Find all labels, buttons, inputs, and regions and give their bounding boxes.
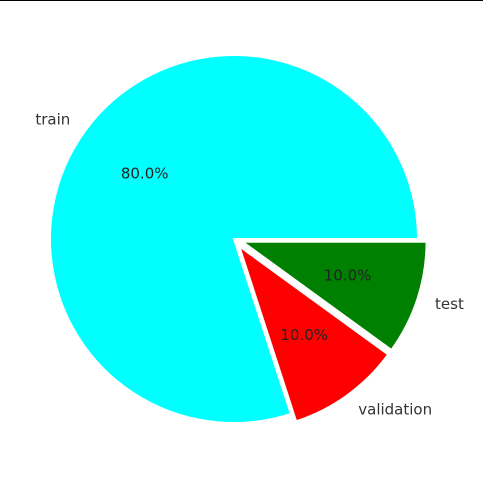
pie-labels: train 80.0% validation 10.0% test 10.0%	[35, 111, 464, 419]
top-border-line	[0, 0, 483, 1]
percent-label-validation: 10.0%	[280, 326, 328, 344]
slice-label-validation: validation	[358, 401, 432, 419]
percent-label-test: 10.0%	[324, 266, 372, 284]
pie-slice-test	[239, 240, 428, 352]
percent-label-train: 80.0%	[121, 165, 169, 183]
pie-slice-train	[49, 54, 420, 424]
slice-label-train: train	[35, 111, 70, 129]
slice-label-test: test	[435, 295, 464, 313]
pie-slice-validation	[237, 243, 390, 423]
pie-slices	[49, 54, 428, 424]
